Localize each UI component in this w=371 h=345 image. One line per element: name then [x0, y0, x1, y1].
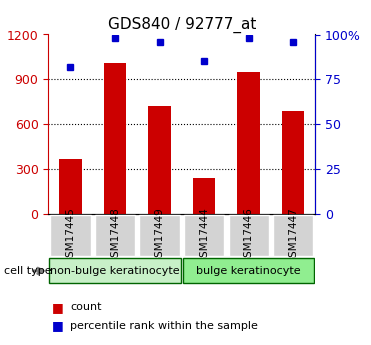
- FancyBboxPatch shape: [49, 258, 181, 283]
- FancyBboxPatch shape: [184, 215, 224, 256]
- Text: GSM17445: GSM17445: [66, 207, 75, 264]
- Text: percentile rank within the sample: percentile rank within the sample: [70, 321, 258, 331]
- Bar: [59, 159, 82, 214]
- FancyBboxPatch shape: [229, 215, 269, 256]
- Text: cell type: cell type: [4, 266, 51, 276]
- FancyBboxPatch shape: [139, 215, 180, 256]
- Text: bulge keratinocyte: bulge keratinocyte: [196, 266, 301, 276]
- FancyBboxPatch shape: [95, 215, 135, 256]
- FancyBboxPatch shape: [50, 215, 91, 256]
- Bar: [193, 178, 215, 214]
- Bar: [237, 72, 260, 214]
- Text: GSM17448: GSM17448: [110, 207, 120, 264]
- Text: GSM17444: GSM17444: [199, 207, 209, 264]
- Text: ■: ■: [52, 319, 64, 333]
- Bar: [148, 106, 171, 214]
- Title: GDS840 / 92777_at: GDS840 / 92777_at: [108, 17, 256, 33]
- Text: GSM17447: GSM17447: [288, 207, 298, 264]
- FancyBboxPatch shape: [273, 215, 313, 256]
- Text: ■: ■: [52, 300, 64, 314]
- FancyBboxPatch shape: [183, 258, 315, 283]
- Bar: [104, 63, 126, 214]
- Text: non-bulge keratinocyte: non-bulge keratinocyte: [50, 266, 180, 276]
- Text: count: count: [70, 302, 102, 312]
- Text: GSM17446: GSM17446: [244, 207, 253, 264]
- Bar: [282, 111, 304, 214]
- Text: GSM17449: GSM17449: [155, 207, 164, 264]
